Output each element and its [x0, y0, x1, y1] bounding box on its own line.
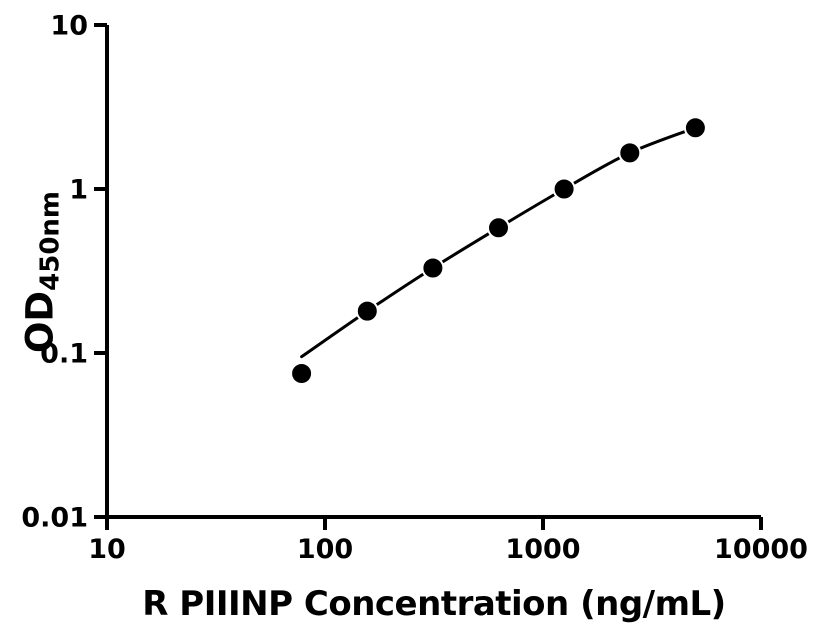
x-axis-title-text: R PIIINP Concentration (ng/mL): [142, 584, 726, 624]
x-tick-label: 10000: [714, 534, 808, 565]
data-point-marker: [487, 216, 510, 240]
data-point-marker: [683, 116, 707, 140]
y-tick-label: 0.1: [40, 339, 88, 370]
x-tick-label: 1000: [505, 534, 580, 565]
data-point-marker: [355, 299, 379, 323]
y-axis-title: OD 450nm: [18, 191, 66, 354]
y-axis-title-subscript: 450nm: [35, 190, 66, 291]
y-axis-title-main: OD: [18, 290, 62, 354]
data-point-marker: [618, 141, 642, 165]
data-point-marker: [552, 177, 576, 201]
x-axis-title: R PIIINP Concentration (ng/mL): [142, 584, 726, 624]
data-point-marker: [290, 362, 314, 385]
y-tick-label: 10: [50, 11, 88, 42]
y-tick-label: 0.01: [21, 503, 88, 534]
y-tick-label: 1: [69, 175, 88, 206]
x-tick-label: 10: [88, 534, 126, 565]
data-point-marker: [421, 256, 445, 280]
x-tick-label: 100: [297, 534, 353, 565]
